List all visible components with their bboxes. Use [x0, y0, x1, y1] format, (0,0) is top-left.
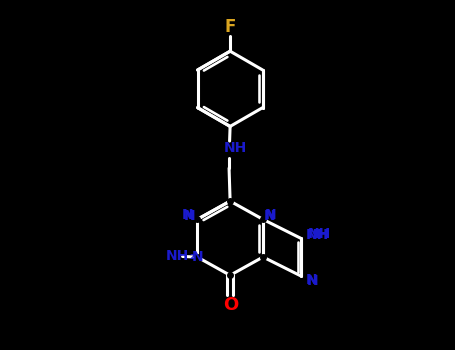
Text: N: N	[305, 273, 317, 287]
Text: O: O	[223, 295, 239, 314]
Text: F: F	[224, 18, 236, 36]
Text: N: N	[264, 209, 276, 223]
Text: N: N	[265, 208, 277, 222]
Text: NH: NH	[307, 226, 330, 240]
Text: NH: NH	[166, 249, 189, 263]
Text: N: N	[184, 209, 196, 223]
Text: NH: NH	[224, 141, 248, 155]
Text: NH: NH	[306, 228, 329, 241]
Text: ₂: ₂	[190, 252, 194, 261]
Text: N: N	[306, 274, 318, 288]
Text: N: N	[192, 250, 203, 264]
Text: N: N	[182, 208, 194, 222]
